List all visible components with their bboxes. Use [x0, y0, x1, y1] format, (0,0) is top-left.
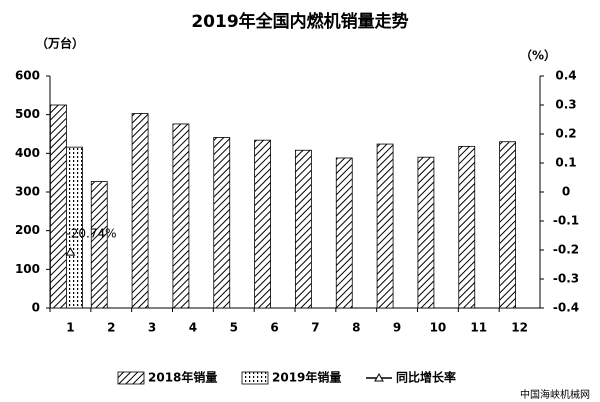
bar	[376, 143, 394, 309]
x-tick-label: 4	[189, 321, 197, 335]
y2-axis-label: （%）	[520, 48, 556, 63]
bar	[254, 139, 271, 309]
legend-label: 2018年销量	[148, 370, 217, 385]
y2-tick-label: 0.1	[555, 156, 576, 170]
x-tick-label: 2	[107, 321, 115, 335]
x-tick-label: 6	[270, 321, 278, 335]
legend-label: 2019年销量	[272, 370, 341, 385]
y-axis-label: （万台）	[36, 36, 84, 51]
data-label: -20.74%	[66, 227, 116, 241]
bar	[417, 156, 435, 309]
bar	[458, 145, 476, 309]
y2-tick-label: -0.4	[553, 301, 579, 315]
x-tick-label: 8	[352, 321, 360, 335]
watermark: 中国海峡机械网	[520, 388, 590, 401]
x-tick-label: 9	[393, 321, 401, 335]
x-tick-label: 3	[148, 321, 156, 335]
y2-tick-label: 0.4	[555, 69, 576, 83]
y-tick-label: 100	[15, 262, 40, 276]
x-tick-label: 11	[470, 321, 487, 335]
x-tick-label: 1	[66, 321, 74, 335]
y-tick-label: 300	[15, 185, 40, 199]
x-tick-label: 10	[430, 321, 447, 335]
bar	[131, 113, 149, 309]
y-tick-label: 200	[15, 223, 40, 237]
bar	[172, 123, 190, 309]
y-tick-label: 600	[15, 69, 40, 83]
y2-tick-label: 0.3	[555, 98, 576, 112]
legend-swatch	[241, 371, 269, 385]
legend-swatch	[117, 371, 145, 385]
bar	[50, 104, 67, 309]
y2-tick-label: -0.2	[553, 243, 579, 257]
line-marker	[65, 247, 76, 256]
chart-title: 2019年全国内燃机销量走势	[191, 11, 408, 32]
bar	[66, 146, 83, 309]
y-tick-label: 500	[15, 107, 40, 121]
bar	[90, 181, 108, 309]
y2-tick-label: 0	[562, 185, 570, 199]
x-tick-label: 12	[511, 321, 528, 335]
bar	[295, 149, 312, 309]
y2-tick-label: -0.1	[553, 214, 579, 228]
legend-label: 同比增长率	[396, 370, 456, 385]
bar	[213, 137, 231, 309]
y2-tick-label: -0.3	[553, 272, 579, 286]
y-tick-label: 400	[15, 146, 40, 160]
legend-marker	[374, 372, 384, 382]
y-tick-label: 0	[32, 301, 40, 315]
bar	[335, 157, 353, 309]
y2-tick-label: 0.2	[555, 127, 576, 141]
x-tick-label: 5	[230, 321, 238, 335]
bar	[499, 141, 516, 309]
x-tick-label: 7	[311, 321, 319, 335]
